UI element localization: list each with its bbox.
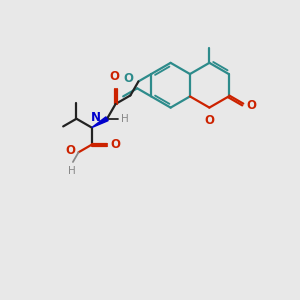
Text: O: O — [111, 138, 121, 151]
Text: O: O — [109, 70, 119, 83]
Polygon shape — [92, 117, 108, 128]
Text: O: O — [246, 100, 256, 112]
Text: O: O — [204, 114, 214, 127]
Text: H: H — [68, 166, 75, 176]
Text: O: O — [124, 72, 134, 85]
Text: O: O — [66, 144, 76, 157]
Text: H: H — [121, 114, 128, 124]
Text: N: N — [91, 111, 101, 124]
